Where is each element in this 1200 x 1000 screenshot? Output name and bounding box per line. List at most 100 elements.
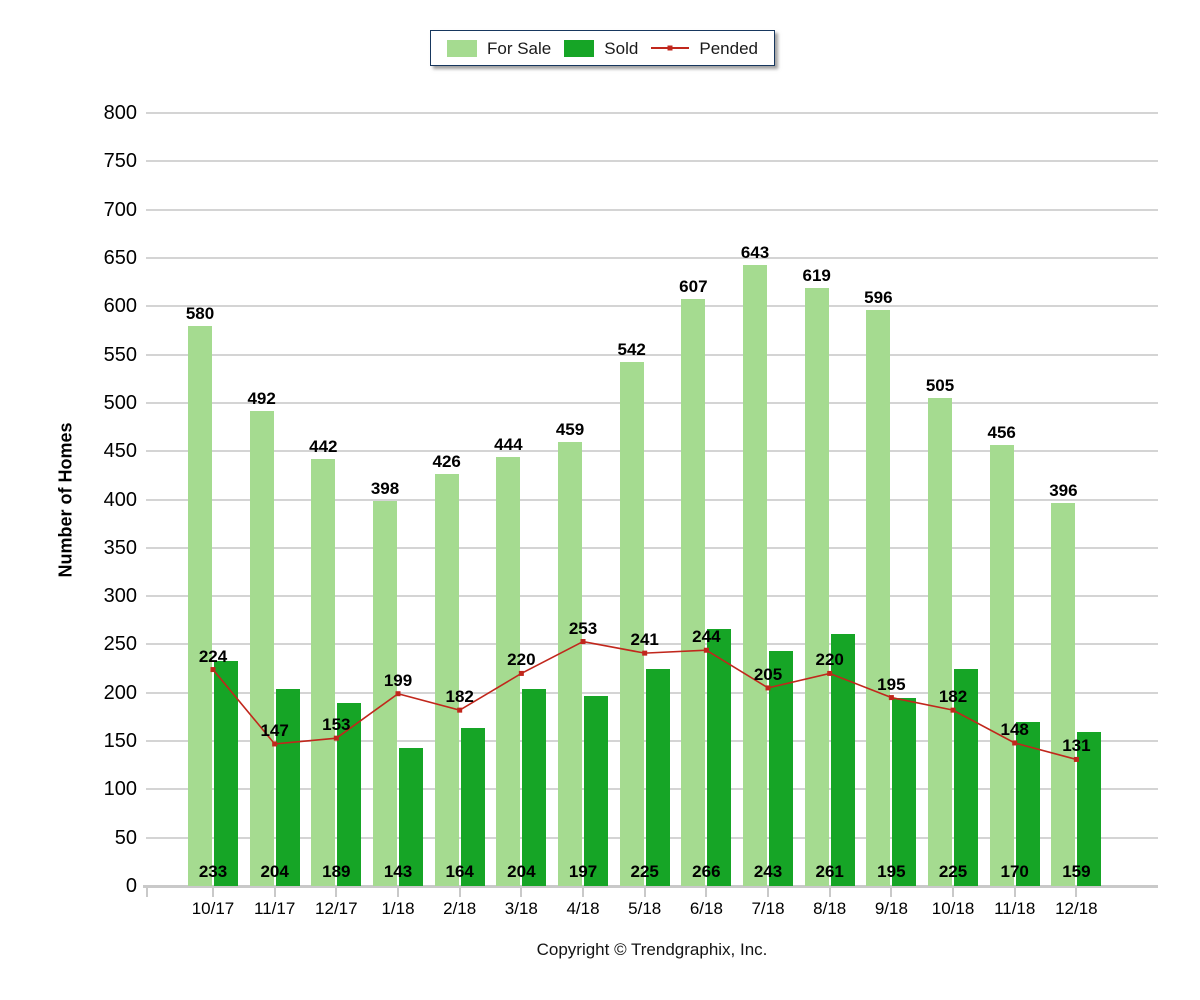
sold-value-label: 225 (938, 862, 968, 881)
for-sale-bar (188, 325, 212, 886)
x-axis-tick (890, 887, 893, 897)
for-sale-value-label: 459 (555, 420, 585, 440)
for-sale-bar (496, 456, 521, 886)
sold-value-label: 159 (1062, 862, 1091, 881)
for-sale-value-label: 619 (802, 265, 831, 285)
x-tick-label: 5/18 (628, 899, 662, 918)
y-tick-label: 800 (103, 102, 137, 124)
x-tick-label: 1/18 (381, 899, 415, 918)
legend-item-for-sale: For Sale (447, 38, 552, 58)
x-axis-tick (643, 887, 646, 897)
x-axis-tick (952, 887, 955, 897)
x-axis-tick (828, 887, 831, 897)
x-axis-tick (458, 887, 461, 897)
pended-value-label: 253 (568, 618, 598, 638)
gridline (146, 450, 1158, 453)
y-tick-label: 750 (103, 150, 137, 173)
for-sale-bar (619, 362, 644, 886)
x-tick-label: 8/18 (813, 899, 847, 918)
sold-bar (1077, 732, 1102, 886)
y-tick-label: 300 (103, 585, 137, 608)
for-sale-value-label: 442 (309, 436, 338, 456)
gridline (146, 305, 1158, 308)
for-sale-value-label: 444 (494, 434, 523, 454)
legend-label-pended: Pended (699, 38, 758, 58)
gridline (146, 353, 1158, 356)
x-tick-label: 10/17 (191, 899, 235, 918)
gridline (146, 256, 1158, 259)
x-tick-label: 4/18 (566, 899, 600, 918)
sold-value-label: 204 (260, 862, 289, 881)
y-tick-label: 450 (103, 440, 137, 463)
x-tick-label: 12/18 (1055, 899, 1098, 918)
pended-value-label: 220 (815, 650, 844, 670)
pended-value-label: 153 (322, 715, 351, 735)
x-axis-tick (273, 887, 276, 897)
pended-value-label: 147 (260, 720, 289, 740)
for-sale-bar (681, 299, 706, 886)
x-axis-line (143, 885, 1158, 888)
sold-bar (830, 633, 855, 886)
for-sale-bar (311, 458, 336, 886)
legend-item-sold: Sold (564, 38, 639, 58)
pended-value-label: 131 (1062, 736, 1091, 756)
for-sale-bar (743, 264, 768, 886)
sold-value-label: 225 (630, 862, 659, 881)
gridline (146, 401, 1158, 404)
y-tick-label: 100 (103, 778, 137, 801)
pended-value-label: 195 (877, 674, 906, 694)
y-tick-label: 0 (125, 875, 137, 897)
for-sale-bar (928, 398, 953, 886)
x-axis-tick (705, 887, 708, 897)
for-sale-value-label: 492 (247, 388, 276, 408)
pended-line-icon (651, 45, 690, 51)
x-axis-tick (397, 887, 399, 897)
sold-value-label: 143 (383, 862, 413, 881)
y-tick-label: 350 (103, 536, 137, 559)
sold-value-label: 170 (1000, 862, 1029, 881)
for-sale-value-label: 505 (925, 376, 955, 396)
x-axis-tick (1013, 887, 1016, 897)
pended-value-label: 148 (1000, 719, 1029, 739)
x-tick-label: 7/18 (751, 899, 785, 918)
x-tick-label: 9/18 (874, 899, 908, 918)
x-tick-label: 11/18 (994, 899, 1036, 918)
gridline (146, 160, 1158, 163)
y-tick-label: 600 (103, 295, 137, 318)
for-sale-value-label: 643 (740, 242, 770, 262)
x-tick-label: 6/18 (689, 899, 723, 918)
sold-value-label: 164 (445, 862, 474, 881)
sold-swatch-icon (564, 39, 595, 57)
x-axis-tick (767, 887, 770, 897)
for-sale-value-label: 396 (1049, 481, 1078, 501)
for-sale-bar (558, 442, 583, 886)
pended-value-label: 182 (938, 687, 968, 707)
for-sale-value-label: 596 (864, 288, 893, 308)
for-sale-bar (866, 310, 891, 886)
y-tick-label: 50 (114, 826, 137, 849)
sold-bar (769, 651, 794, 886)
gridline (146, 595, 1158, 598)
legend: For Sale Sold Pended (430, 30, 775, 66)
gridline (146, 208, 1158, 211)
sold-value-label: 189 (322, 862, 351, 881)
sold-value-label: 233 (198, 862, 228, 881)
y-tick-label: 150 (103, 730, 137, 753)
sold-value-label: 197 (568, 862, 598, 881)
legend-label-sold: Sold (604, 38, 639, 58)
for-sale-value-label: 456 (987, 423, 1016, 443)
for-sale-value-label: 426 (432, 452, 461, 472)
pended-value-label: 224 (198, 646, 228, 666)
legend-label-for-sale: For Sale (487, 38, 552, 58)
sold-bar (399, 747, 423, 886)
x-axis-tick (335, 887, 338, 897)
x-tick-label: 10/18 (931, 899, 975, 918)
x-tick-label: 2/18 (443, 899, 477, 918)
for-sale-bar (249, 410, 274, 886)
x-tick-label: 11/17 (254, 899, 296, 918)
x-tick-label: 3/18 (504, 899, 538, 918)
pended-value-label: 182 (445, 687, 474, 707)
sold-value-label: 204 (507, 862, 536, 881)
x-axis-tick (212, 887, 214, 897)
y-tick-label: 400 (103, 488, 137, 511)
